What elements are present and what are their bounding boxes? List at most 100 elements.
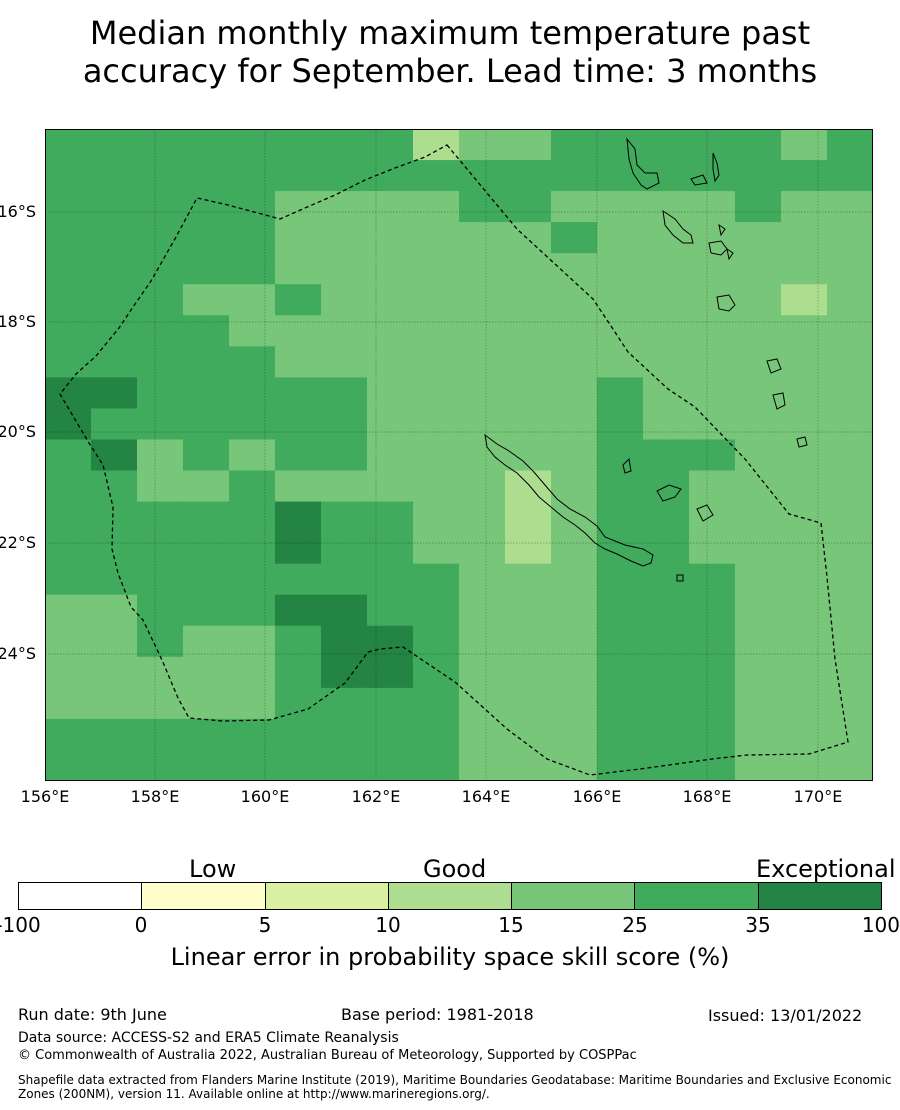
grid-cell — [45, 129, 92, 161]
grid-cell — [367, 687, 414, 720]
grid-cell — [183, 160, 230, 192]
grid-cell — [229, 222, 276, 254]
grid-cell — [597, 439, 644, 472]
grid-cell — [827, 687, 873, 720]
grid-cell — [505, 315, 552, 347]
grid-cell — [413, 408, 460, 441]
colorbar-segment — [388, 883, 513, 909]
grid-cell — [505, 160, 552, 192]
grid-cell — [229, 129, 276, 161]
grid-cell — [551, 160, 598, 192]
grid-cell — [735, 408, 782, 441]
grid-cell — [597, 315, 644, 347]
grid-cell — [597, 749, 644, 781]
grid-cell — [689, 718, 736, 751]
grid-cell — [229, 191, 276, 223]
grid-cell — [781, 284, 828, 316]
grid-cell — [735, 222, 782, 254]
grid-cell — [735, 625, 782, 658]
southern-islet — [796, 436, 808, 448]
grid-cell — [505, 253, 552, 285]
grid-cell — [597, 594, 644, 627]
grid-cell — [45, 284, 92, 316]
grid-cell — [643, 253, 690, 285]
lon-tick-164e: 164°E — [461, 787, 511, 806]
grid-cell — [91, 687, 138, 720]
grid-cell — [229, 160, 276, 192]
grid-cell — [597, 718, 644, 751]
grid-cell — [45, 532, 92, 565]
grid-cell — [505, 656, 552, 689]
grid-cell — [689, 315, 736, 347]
grid-cell — [459, 346, 506, 378]
grid-cell — [275, 625, 322, 658]
grid-cell — [735, 253, 782, 285]
grid-cell — [229, 470, 276, 503]
grid-cell — [689, 222, 736, 254]
grid-cell — [367, 346, 414, 378]
grid-cell — [45, 315, 92, 347]
grid-cell — [689, 625, 736, 658]
grid-cell — [321, 563, 368, 596]
grid-cell — [413, 191, 460, 223]
grid-cell — [551, 439, 598, 472]
grid-cell — [551, 222, 598, 254]
grid-cell — [827, 284, 873, 316]
grid-cell — [45, 439, 92, 472]
grid-cell — [735, 315, 782, 347]
grid-cell — [505, 191, 552, 223]
grid-cell — [551, 315, 598, 347]
grid-cell — [551, 346, 598, 378]
grid-cell — [137, 532, 184, 565]
grid-cell — [367, 501, 414, 534]
grid-cell — [827, 749, 873, 781]
grid-cell — [597, 129, 644, 161]
grid-cell — [413, 377, 460, 410]
grid-cell — [597, 625, 644, 658]
grid-cell — [459, 718, 506, 751]
eez-boundary — [59, 144, 849, 776]
grid-cell — [827, 315, 873, 347]
grid-cell — [827, 470, 873, 503]
grid-cell — [91, 377, 138, 410]
grid-cell — [597, 284, 644, 316]
colorbar-tick-35: 35 — [745, 913, 771, 937]
grid-cell — [275, 718, 322, 751]
grid-cell — [505, 594, 552, 627]
grid-cell — [183, 501, 230, 534]
grid-cell — [689, 160, 736, 192]
grid-cell — [183, 625, 230, 658]
grid-cell — [735, 377, 782, 410]
lat-tick-16s: 16°S — [0, 202, 36, 221]
grid-cell — [367, 191, 414, 223]
grid-cell — [689, 656, 736, 689]
grid-cell — [643, 346, 690, 378]
loyalty-island-lifou — [656, 484, 682, 502]
walpole-islet — [676, 574, 684, 582]
grid-cell — [551, 408, 598, 441]
grid-cell — [781, 687, 828, 720]
grid-cell — [459, 625, 506, 658]
colorbar-tick-15: 15 — [498, 913, 524, 937]
grid-cell — [91, 594, 138, 627]
grid-cell — [275, 253, 322, 285]
grid-cell — [735, 160, 782, 192]
vanuatu-espiritu-santo — [626, 137, 660, 190]
grid-cell — [551, 563, 598, 596]
grid-cell — [275, 315, 322, 347]
grid-cell — [505, 284, 552, 316]
grid-cell — [183, 408, 230, 441]
grid-cell — [551, 129, 598, 161]
grid-cell — [781, 377, 828, 410]
colorbar-tick-100: 100 — [861, 913, 900, 937]
grid-cell — [689, 501, 736, 534]
grid-cell — [45, 160, 92, 192]
grid-cell — [45, 191, 92, 223]
grid-cell — [91, 439, 138, 472]
grid-cell — [781, 563, 828, 596]
grid-cell — [91, 563, 138, 596]
grid-cell — [321, 315, 368, 347]
grid-cell — [781, 346, 828, 378]
grid-cell — [275, 501, 322, 534]
colorbar-word-exceptional: Exceptional — [756, 855, 896, 883]
